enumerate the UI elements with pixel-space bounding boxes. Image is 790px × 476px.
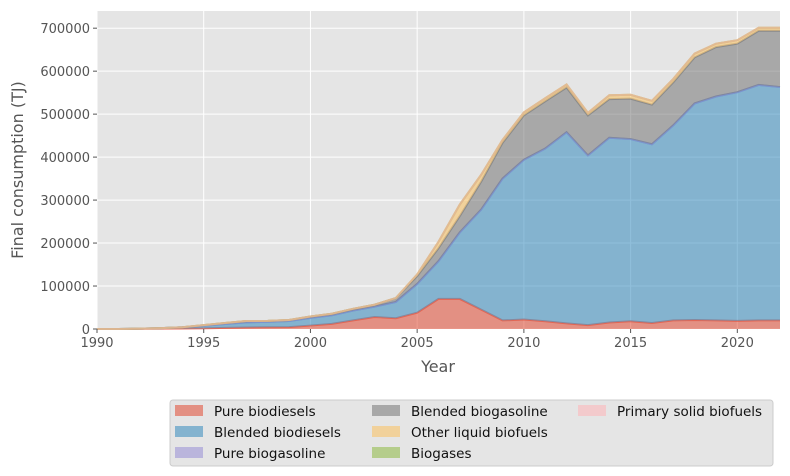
x-tick-label: 2000 — [294, 336, 327, 351]
legend-label-other-liquid-biofuels: Other liquid biofuels — [411, 425, 548, 441]
line-primary-solid-biofuels — [97, 26, 780, 330]
legend: Pure biodiesels Blended biodiesels Pure bi… — [169, 399, 774, 467]
x-tick-label: 1995 — [187, 336, 220, 351]
area-series — [97, 26, 781, 330]
legend-label-pure-biogasoline: Pure biogasoline — [214, 446, 325, 462]
area-blended-biodiesels — [97, 84, 780, 329]
x-axis-title: Year — [420, 357, 455, 376]
legend-label-blended-biogasoline: Blended biogasoline — [411, 404, 548, 420]
area-blended-biogasoline — [97, 30, 780, 330]
x-tick-label: 2015 — [614, 336, 647, 351]
y-tick-label: 200000 — [40, 237, 90, 252]
y-tick-label: 400000 — [40, 151, 90, 166]
y-tick-label: 600000 — [40, 65, 90, 80]
y-tick-label: 500000 — [40, 108, 90, 123]
x-tick-label: 2005 — [401, 336, 434, 351]
legend-swatch-blended-biodiesels — [175, 426, 203, 437]
legend-swatch-pure-biogasoline — [175, 447, 203, 458]
legend-swatch-biogases — [372, 447, 400, 458]
y-axis-ticks: 0 100000 200000 300000 400000 500000 600000 700… — [40, 22, 97, 338]
y-axis-title: Final consumption (TJ) — [8, 81, 27, 259]
legend-swatch-primary-solid-biofuels — [578, 405, 606, 416]
y-tick-label: 300000 — [40, 194, 90, 209]
legend-label-biogases: Biogases — [411, 446, 472, 462]
y-tick-label: 100000 — [40, 280, 90, 295]
y-tick-label: 0 — [82, 323, 90, 338]
x-tick-label: 2010 — [507, 336, 540, 351]
x-axis-ticks: 1990 1995 2000 2005 2010 2015 2020 — [80, 329, 754, 351]
legend-label-blended-biodiesels: Blended biodiesels — [214, 425, 341, 441]
y-tick-label: 700000 — [40, 22, 90, 37]
legend-swatch-other-liquid-biofuels — [372, 426, 400, 437]
legend-swatch-pure-biodiesels — [175, 405, 203, 416]
x-tick-label: 1990 — [80, 336, 113, 351]
x-tick-label: 2020 — [721, 336, 754, 351]
area-pure-biodiesels — [97, 298, 780, 329]
legend-box — [169, 399, 774, 467]
legend-swatch-blended-biogasoline — [372, 405, 400, 416]
legend-label-primary-solid-biofuels: Primary solid biofuels — [617, 404, 762, 420]
legend-label-pure-biodiesels: Pure biodiesels — [214, 404, 316, 420]
